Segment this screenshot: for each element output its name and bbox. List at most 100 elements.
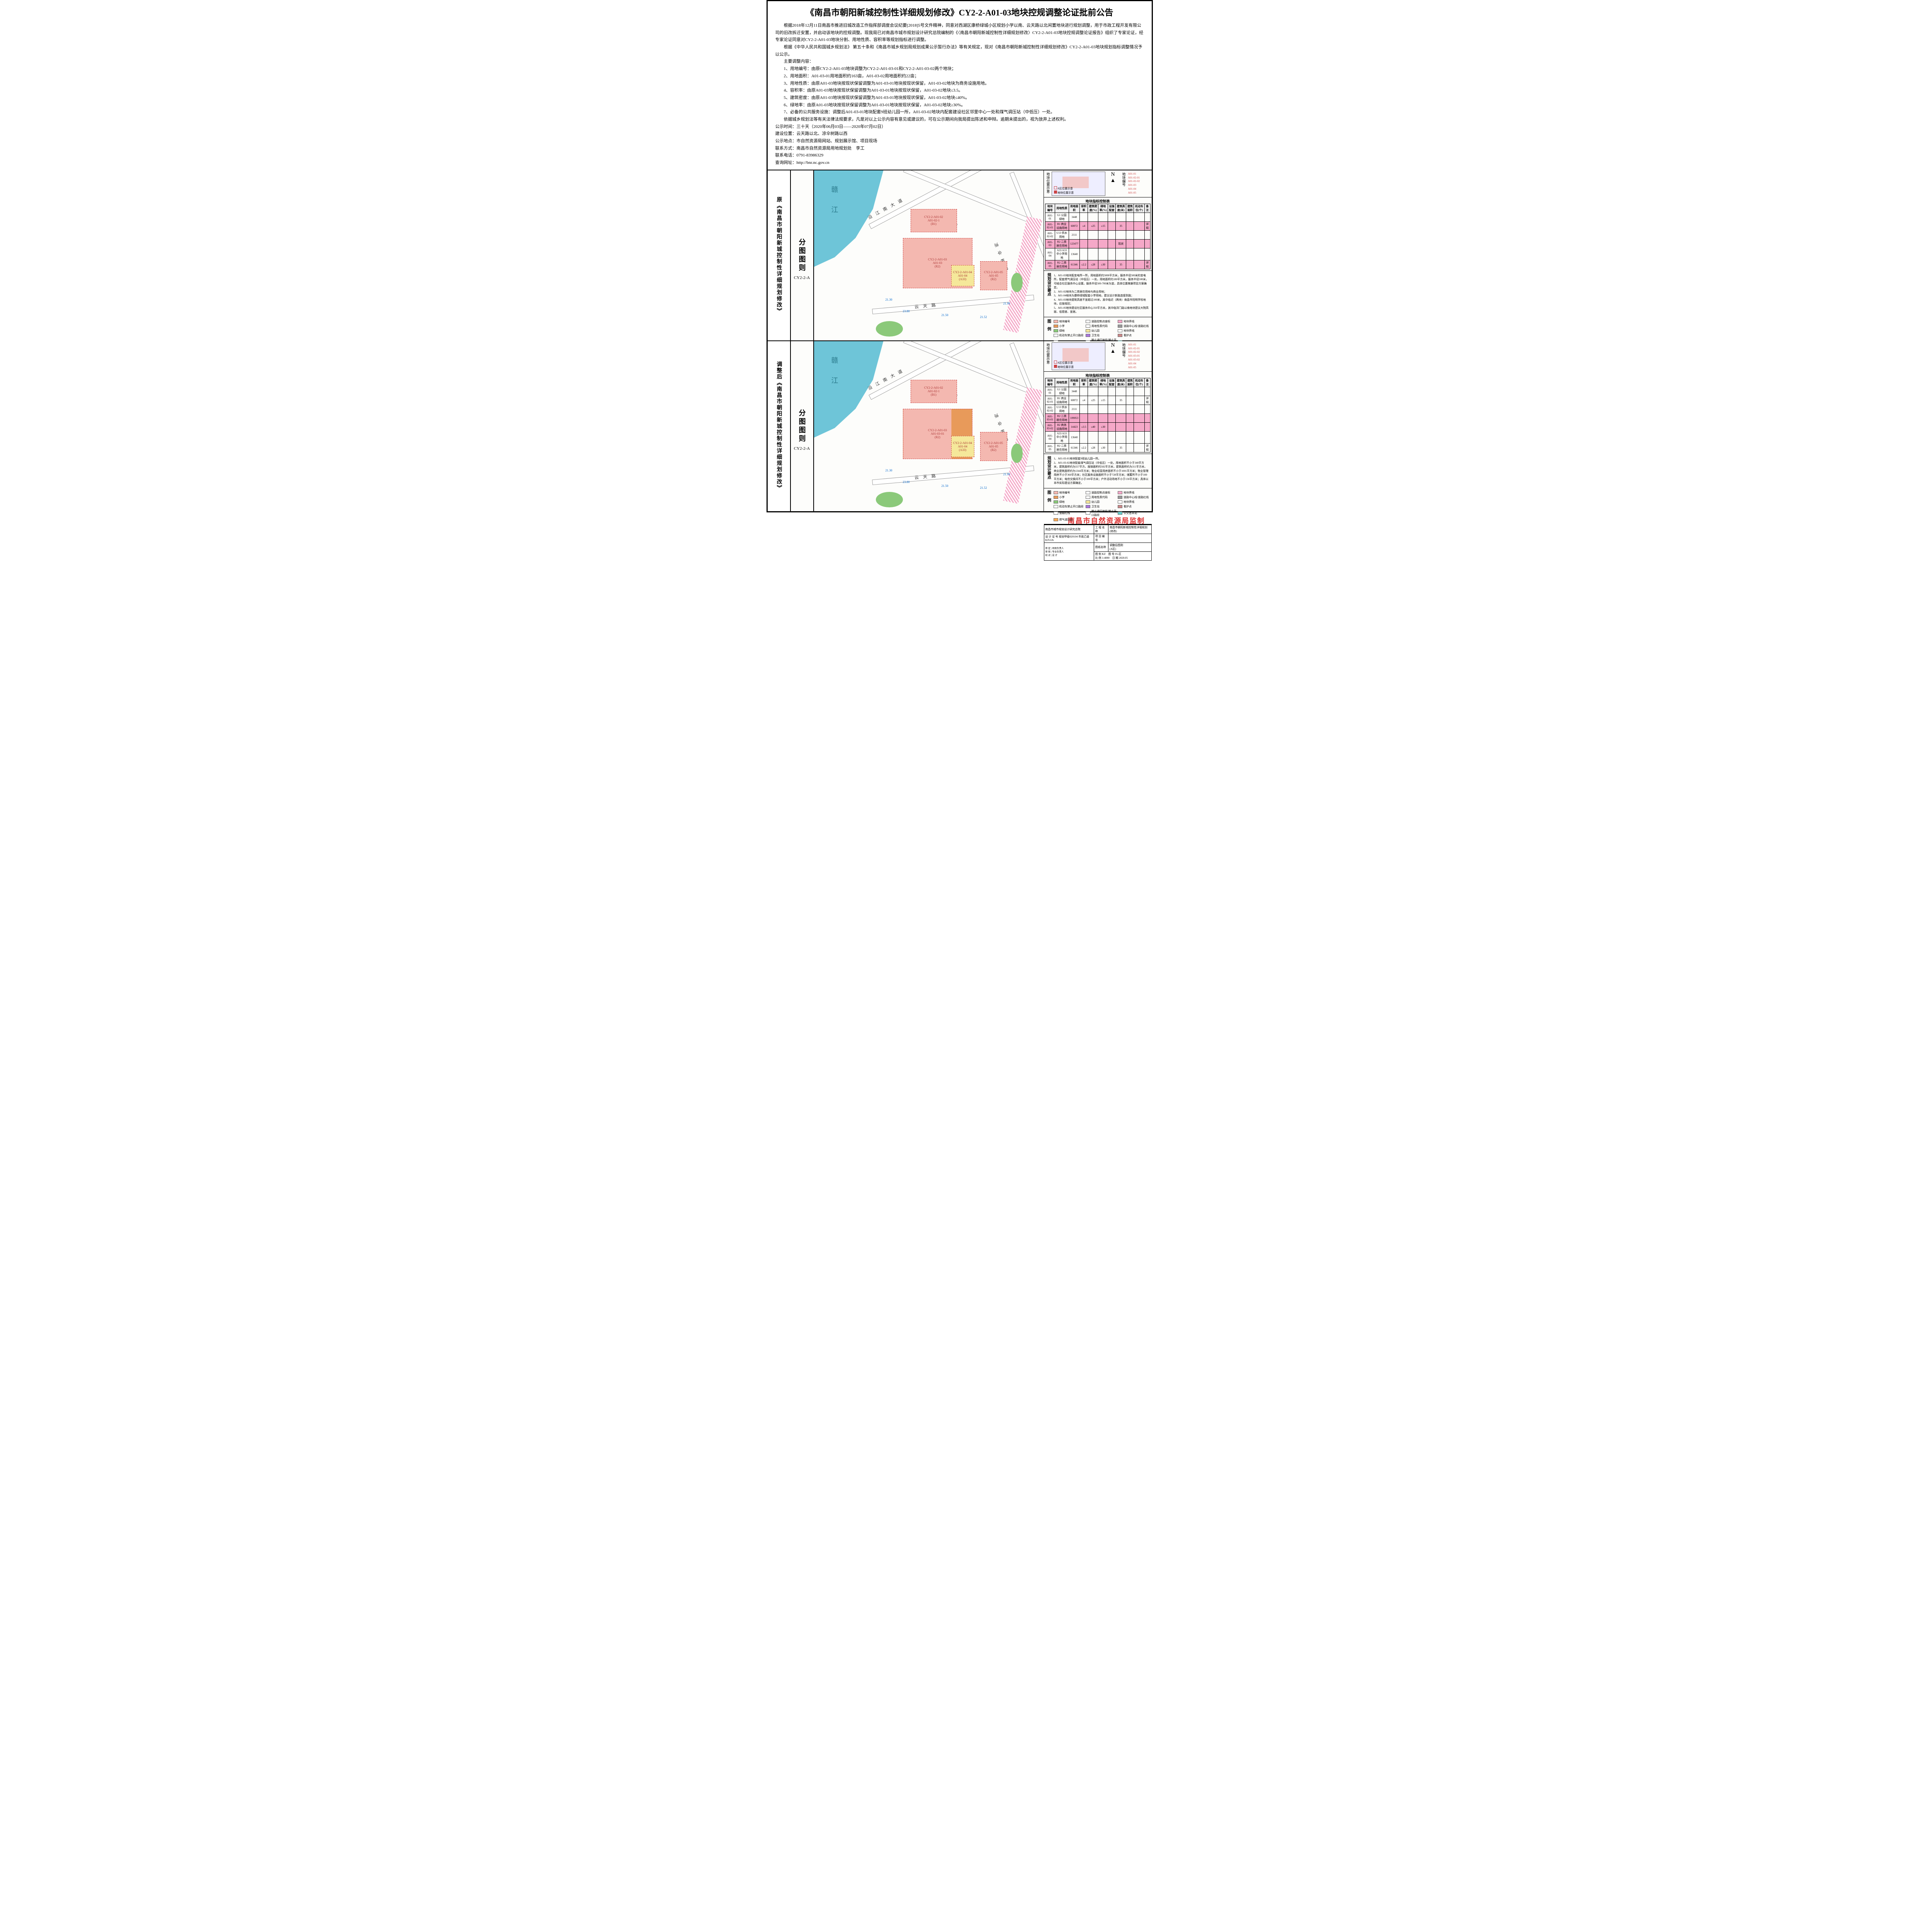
legend-item: 用地性质代码 [1086,495,1117,499]
legend-item: 公交首末站 [1118,509,1149,517]
table-header: 绿地率(%) [1098,378,1108,387]
paragraph-2: 根据《中华人民共和国城乡规划法》 第五十条和《南昌市城乡规划局规划成果公示暂行办… [775,44,1144,58]
table-row: A01-01G1 公园绿地3448 [1045,213,1150,221]
list-intro: 主要调整内容： [775,58,1144,65]
note-item: 1、A01-03地块配变电所一所，用地面积约5000平方米，服务半径500米的变… [1054,274,1149,290]
index-table-wrap: 地块指标控制表地块编号用地性质用地面积容积率建筑密度(%)绿地率(%)设施配套建… [1044,197,1152,271]
location-codes: A01-01A01-02-01A01-02-02A01-03-01A01-03-… [1127,342,1151,371]
tb-fig-label: 图纸名称 [1094,543,1108,551]
table-cell: ≤4 [1080,221,1088,230]
table-cell [1088,239,1098,248]
location-thumbnail: A区位置示意 地块位置示意 [1052,172,1105,196]
tb-proj-name: 南昌市朝阳新城控制性详细规划(修改) [1108,525,1151,534]
dimension-label: 21.52 [980,486,987,490]
side-label: 分图图则CY2-2-A [791,341,814,511]
dimension-label: 21.99 [1003,302,1010,305]
legend-swatch [1054,518,1058,521]
table-cell [1134,414,1144,423]
table-cell [1108,230,1116,239]
table-cell [1134,444,1144,452]
table-header: 用地性质 [1055,204,1069,213]
table-cell: A01-04 [1045,248,1055,260]
table-cell [1134,423,1144,432]
table-cell: ≤40 [1088,423,1098,432]
table-row: A01-02-01B1 商业设施用地60072≤4≤25≥1535详规 [1045,221,1150,230]
legend-text: 卫生站 [1091,505,1100,509]
table-cell: 35 [1116,396,1126,405]
table-cell [1116,405,1126,414]
legend-item: 道路控制点座标 [1086,491,1117,495]
table-row: A01-02-02U13 供水用地2111 [1045,230,1150,239]
table-cell [1134,230,1144,239]
table-cell [1144,414,1150,423]
dimension-label: 21.99 [1003,473,1010,476]
table-cell: A01-02-01 [1045,396,1055,405]
legend-text: 道路控制点座标 [1091,491,1110,495]
legend-item: 机动车禁止开口路段 [1054,505,1085,509]
legend-item: 看护点 [1118,505,1149,509]
legend-swatch [1054,334,1058,337]
side-subtitle: 分图图则 [797,238,807,272]
side-title: 原《南昌市朝阳新城控制性详细规划修改》 [775,197,783,314]
table-header: 用地面积 [1069,378,1080,387]
table-header: 备注 [1144,204,1150,213]
legend-item: 小学 [1054,324,1085,328]
table-cell: 61346 [1069,444,1080,452]
table-cell: A01-04 [1045,432,1055,444]
table-cell: U13 供水用地 [1055,405,1069,414]
dimension-label: 21.50 [942,313,948,317]
legend-swatch [1118,496,1122,499]
table-cell [1144,230,1150,239]
table-cell: R2 二类居住用地 [1055,260,1069,269]
table-header: 设施配套 [1108,378,1116,387]
legend-item: 幼儿园 [1086,500,1117,504]
table-cell: ≤25 [1088,396,1098,405]
table-cell: R2 二类居住用地 [1055,414,1069,423]
tb-proj-label: 工 程 名 称 [1094,525,1108,534]
table-row: A01-02-01B1 商业设施用地60072≤4≤25≥1535详规 [1045,396,1150,405]
table-cell: U13 供水用地 [1055,230,1069,239]
table-cell: A01-01 [1045,387,1055,396]
table-cell: A01-02-02 [1045,230,1055,239]
table-cell [1088,405,1098,414]
table-cell [1126,405,1134,414]
notes-side-label: 规划设计要点 [1045,272,1052,316]
location-map-row: 地块位置示意 A区位置示意 地块位置示意N▲地块编号A01-01A01-02-0… [1044,341,1152,372]
legend-swatch [1054,512,1058,515]
list-item: 4、容积率：由原A01-03地块按现状保留调整为A01-03-01地块按现状保留… [775,87,1144,94]
table-header: 建筑高度(米) [1116,204,1126,213]
index-table: 地块编号用地性质用地面积容积率建筑密度(%)绿地率(%)设施配套建筑高度(米)建… [1045,204,1151,269]
table-cell [1108,444,1116,452]
table-cell [1144,239,1150,248]
table-cell: ≥15 [1098,396,1108,405]
dimension-label: 23.80 [903,310,910,313]
paragraph-1: 根据2018年12月11日南昌市推进旧城改造工作指挥部调度会议纪要[2018]5… [775,22,1144,44]
table-cell [1080,239,1088,248]
green-area [1011,444,1023,463]
index-table-wrap: 地块指标控制表地块编号用地性质用地面积容积率建筑密度(%)绿地率(%)设施配套建… [1044,372,1152,454]
location-map-row: 地块位置示意 A区位置示意 地块位置示意N▲地块编号A01-01A01-02-0… [1044,170,1152,197]
legend-text: 道路红线 [1059,511,1070,515]
table-cell: 详规 [1144,444,1150,452]
legend-item: 机动车禁止开口路段 [1054,333,1085,337]
table-cell [1126,239,1134,248]
legend-text: 绿地 [1059,329,1065,333]
note-item: 4、A01-03地块建筑高度不宜超过100米，其中临近（两块）南昌市阳明学校地块… [1054,298,1149,306]
table-cell [1088,414,1098,423]
info-url: 查询网址：http://bnr.nc.gov.cn [775,159,1144,167]
parcel: CY2-2-A01-04A01-04(A33) [951,436,974,457]
legend-swatch [1118,329,1122,332]
table-title: 地块指标控制表 [1045,199,1151,204]
north-arrow: N▲ [1105,342,1121,371]
table-cell: B1 商业设施用地 [1055,221,1069,230]
table-cell [1088,230,1098,239]
map-area: 分图图则CY2-2-A赣 江沿 江 南 大 道云 天 路抚 水 路凉 伞 树 路… [791,170,1152,340]
table-cell: A01-03-01 [1045,414,1055,423]
table-cell [1108,387,1116,396]
table-cell: A01-03 [1045,239,1055,248]
legend-swatch [1118,500,1122,503]
table-cell [1134,221,1144,230]
table-cell [1080,248,1088,260]
table-row: A01-05R2 二类居住用地61346≤2.2≤28≥3035详规 [1045,444,1150,452]
table-cell: 60072 [1069,396,1080,405]
